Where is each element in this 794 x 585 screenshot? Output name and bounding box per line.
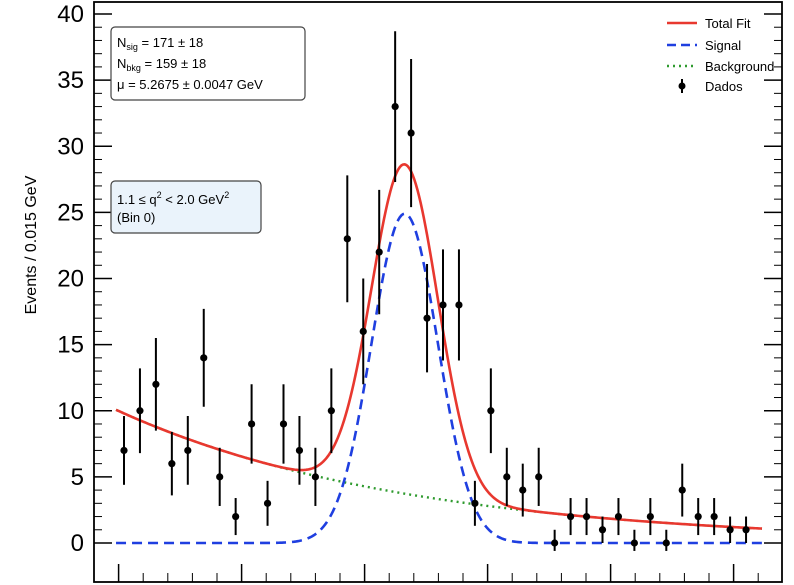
data-point bbox=[407, 129, 415, 137]
legend-swatch-dados-marker bbox=[678, 82, 686, 90]
data-point bbox=[216, 473, 224, 481]
q2-bin-box: 1.1 ≤ q2 < 2.0 GeV2 (Bin 0) bbox=[110, 180, 262, 234]
nsig-text: Nsig = 171 ± 18 bbox=[117, 35, 203, 52]
legend-label-total-fit: Total Fit bbox=[705, 16, 751, 31]
data-point bbox=[423, 314, 431, 322]
data-point bbox=[184, 446, 192, 455]
y-tick-label-40: 40 bbox=[57, 1, 84, 28]
data-point bbox=[375, 248, 383, 256]
y-axis-label: Events / 0.015 GeV bbox=[23, 175, 40, 314]
total-fit-curve bbox=[115, 163, 763, 530]
data-point bbox=[662, 539, 670, 547]
q2-range-pre: 1.1 ≤ q bbox=[117, 192, 157, 207]
data-point bbox=[359, 327, 367, 335]
data-point bbox=[391, 102, 399, 111]
data-point bbox=[327, 407, 335, 415]
data-point bbox=[694, 512, 702, 521]
data-point bbox=[519, 486, 527, 494]
legend-label-signal: Signal bbox=[705, 38, 741, 53]
data-point bbox=[582, 512, 591, 521]
fit-curves bbox=[115, 163, 763, 545]
data-point bbox=[598, 526, 607, 534]
data-point bbox=[503, 473, 511, 481]
data-point bbox=[742, 526, 750, 534]
data-point bbox=[439, 301, 447, 309]
gev2-sup: 2 bbox=[224, 190, 229, 200]
data-point bbox=[136, 407, 144, 415]
data-point bbox=[567, 512, 575, 521]
data-point bbox=[614, 512, 623, 521]
mu-text: μ = 5.2675 ± 0.0047 GeV bbox=[117, 77, 263, 92]
nsig-value: = 171 ± 18 bbox=[138, 35, 203, 50]
signal-curve bbox=[116, 212, 762, 545]
y-tick-label-20: 20 bbox=[57, 266, 84, 293]
legend-label-background: Background bbox=[705, 59, 774, 74]
y-tick-label-10: 10 bbox=[57, 398, 84, 425]
data-point bbox=[279, 420, 288, 428]
fit-stats-box: Nsig = 171 ± 18 Nbkg = 159 ± 18 μ = 5.26… bbox=[110, 26, 306, 101]
data-point bbox=[200, 354, 208, 362]
data-point bbox=[471, 499, 479, 507]
fit-stats-box-frame bbox=[110, 26, 306, 101]
data-point bbox=[535, 473, 543, 481]
y-tick-label-15: 15 bbox=[57, 332, 84, 359]
data-point bbox=[343, 235, 351, 243]
nsig-main: N bbox=[117, 35, 126, 50]
data-point bbox=[455, 301, 463, 309]
data-point bbox=[152, 380, 160, 388]
data-point bbox=[232, 512, 240, 521]
data-point bbox=[295, 446, 304, 455]
y-tick-label-25: 25 bbox=[57, 199, 84, 226]
data-point bbox=[710, 512, 718, 521]
data-point bbox=[630, 539, 639, 547]
data-point bbox=[168, 460, 176, 468]
data-point bbox=[311, 473, 319, 481]
legend: Total Fit Signal Background Dados bbox=[667, 16, 774, 94]
data-point bbox=[248, 420, 256, 428]
y-tick-label-35: 35 bbox=[57, 67, 84, 94]
legend-label-dados: Dados bbox=[705, 79, 743, 94]
nbkg-sub: bkg bbox=[126, 63, 141, 73]
q2-bin-box-frame bbox=[110, 180, 262, 234]
data-point bbox=[726, 526, 734, 534]
q2-sup: 2 bbox=[157, 190, 162, 200]
bin-index-text: (Bin 0) bbox=[117, 210, 155, 225]
q2-range-text: 1.1 ≤ q2 < 2.0 GeV2 bbox=[117, 190, 229, 207]
data-point bbox=[678, 486, 686, 494]
data-point bbox=[487, 407, 495, 415]
nbkg-main: N bbox=[117, 56, 126, 71]
data-point bbox=[120, 446, 128, 455]
y-tick-label-30: 30 bbox=[57, 133, 84, 160]
nbkg-value: = 159 ± 18 bbox=[141, 56, 206, 71]
x-axis-ticks bbox=[93, 564, 759, 582]
y-axis-tick-labels: 0 5 10 15 20 25 30 35 40 bbox=[57, 1, 84, 557]
data-point bbox=[263, 499, 272, 507]
nsig-sub: sig bbox=[126, 42, 138, 52]
data-points bbox=[120, 31, 750, 551]
data-point bbox=[646, 512, 654, 521]
data-point bbox=[551, 539, 559, 547]
nbkg-text: Nbkg = 159 ± 18 bbox=[117, 56, 206, 73]
y-axis-ticks bbox=[94, 13, 782, 544]
y-tick-label-0: 0 bbox=[71, 530, 84, 557]
y-tick-label-5: 5 bbox=[71, 464, 84, 491]
q2-range-mid: < 2.0 GeV bbox=[162, 192, 225, 207]
